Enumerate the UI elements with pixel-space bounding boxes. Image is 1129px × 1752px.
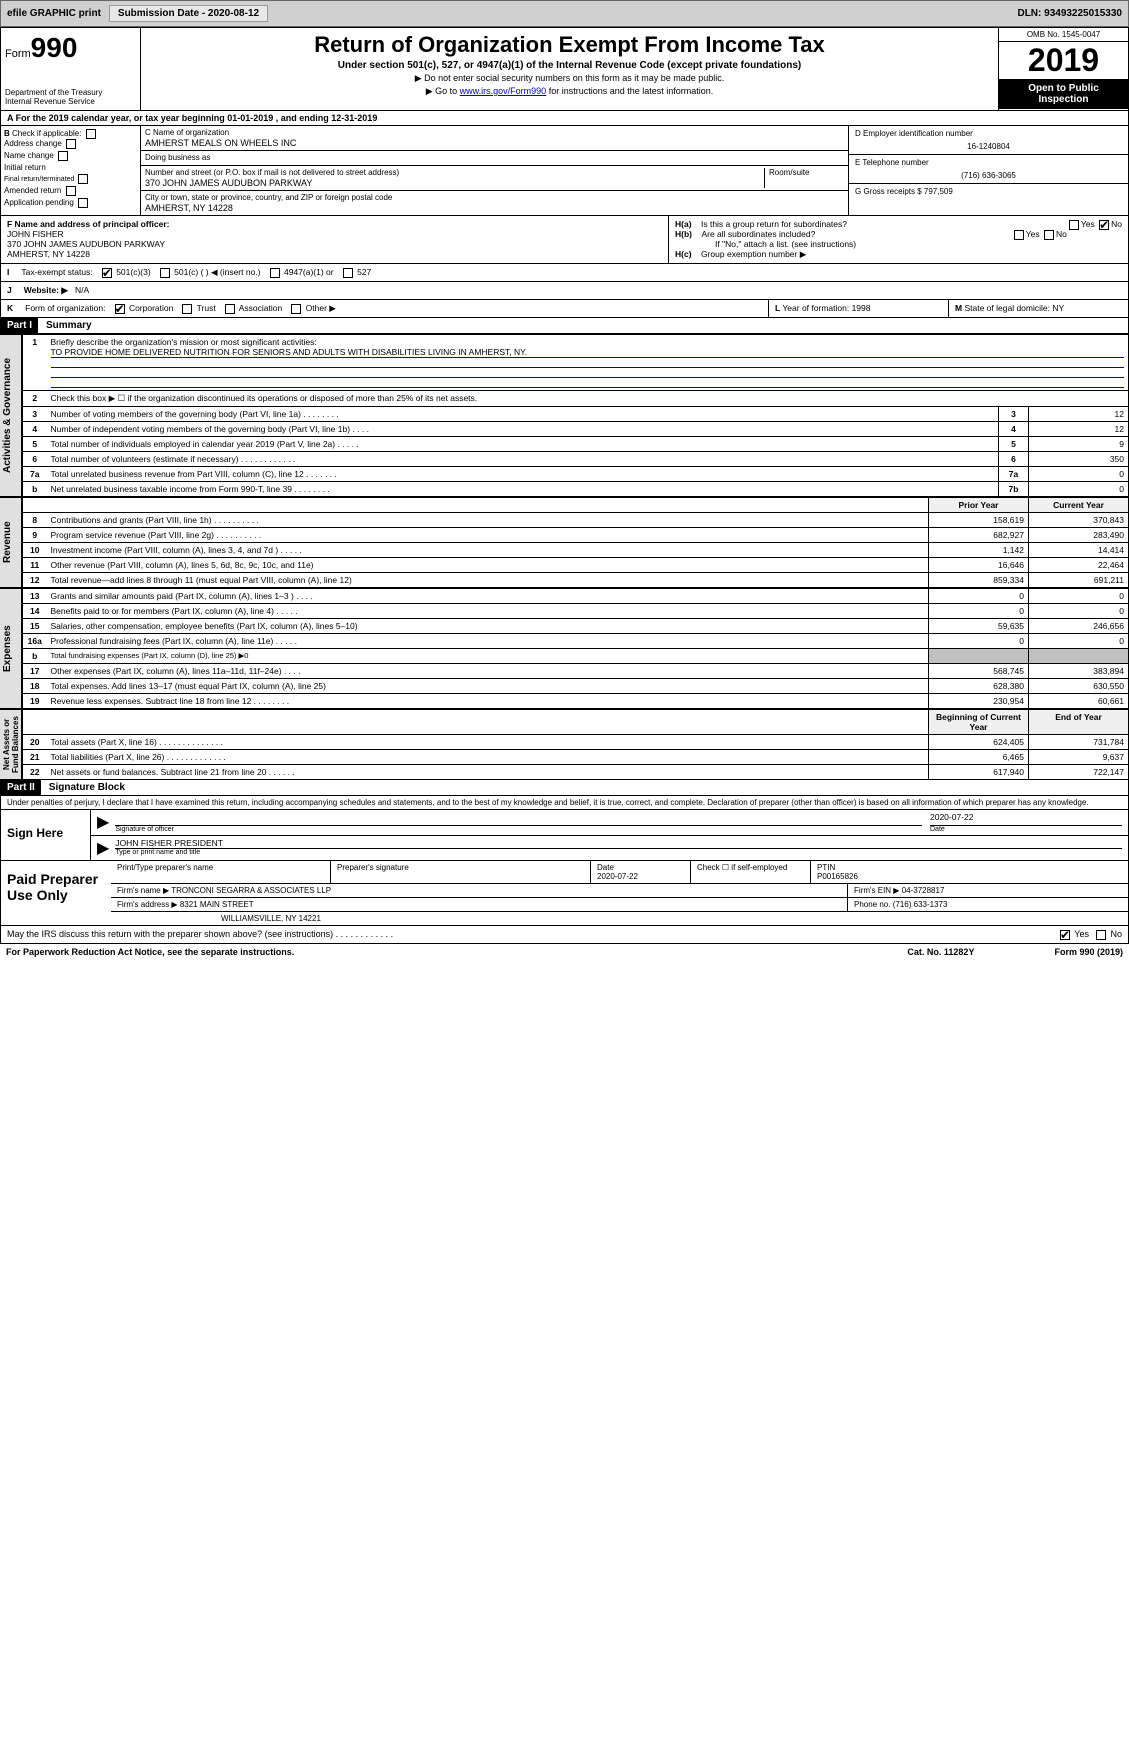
table-row: 15Salaries, other compensation, employee… [23, 619, 1129, 634]
open-public: Open to Public Inspection [999, 79, 1128, 109]
efile-header: efile GRAPHIC print Submission Date - 20… [0, 0, 1129, 27]
form-subtitle: Under section 501(c), 527, or 4947(a)(1)… [145, 60, 994, 71]
table-row: 8Contributions and grants (Part VIII, li… [23, 513, 1129, 528]
section-b: B Check if applicable: Address change Na… [1, 126, 141, 215]
table-row: 12Total revenue—add lines 8 through 11 (… [23, 573, 1129, 588]
table-row: 16aProfessional fundraising fees (Part I… [23, 634, 1129, 649]
table-row: 14Benefits paid to or for members (Part … [23, 604, 1129, 619]
initial-return: Initial return [4, 163, 137, 172]
summary-row: 4Number of independent voting members of… [23, 422, 1129, 437]
addr-change: Address change [4, 139, 137, 149]
firm-addr2: WILLIAMSVILLE, NY 14221 [111, 912, 1128, 925]
officer-addr: 370 JOHN JAMES AUDUBON PARKWAY AMHERST, … [7, 239, 662, 259]
table-row: 22Net assets or fund balances. Subtract … [23, 765, 1129, 780]
signer-name: JOHN FISHER PRESIDENT [115, 838, 1122, 849]
org-name: AMHERST MEALS ON WHEELS INC [145, 138, 844, 148]
firm-name: TRONCONI SEGARRA & ASSOCIATES LLP [171, 886, 331, 895]
section-c: C Name of organization AMHERST MEALS ON … [141, 126, 848, 215]
website: N/A [75, 285, 89, 295]
ptin: P00165826 [817, 872, 1122, 881]
summary-row: 6Total number of volunteers (estimate if… [23, 452, 1129, 467]
table-row: 18Total expenses. Add lines 13–17 (must … [23, 679, 1129, 694]
header-grid: B Check if applicable: Address change Na… [0, 126, 1129, 216]
omb-number: OMB No. 1545-0047 [999, 28, 1128, 42]
officer-name: JOHN FISHER [7, 229, 662, 239]
summary-row: 3Number of voting members of the governi… [23, 407, 1129, 422]
form-note1: ▶ Do not enter social security numbers o… [145, 73, 994, 84]
revenue-section: Revenue Prior YearCurrent Year 8Contribu… [0, 497, 1129, 588]
table-row: 10Investment income (Part VIII, column (… [23, 543, 1129, 558]
section-i: I Tax-exempt status: 501(c)(3) 501(c) ( … [0, 264, 1129, 282]
street-addr: 370 JOHN JAMES AUDUBON PARKWAY [145, 178, 764, 188]
calendar-year-row: A For the 2019 calendar year, or tax yea… [0, 111, 1129, 126]
revenue-label: Revenue [0, 497, 22, 588]
summary-row: bNet unrelated business taxable income f… [23, 482, 1129, 497]
form-note2: ▶ Go to www.irs.gov/Form990 for instruct… [145, 86, 994, 97]
table-row: 9Program service revenue (Part VIII, lin… [23, 528, 1129, 543]
arrow-icon: ▶ [97, 812, 109, 833]
table-row: 20Total assets (Part X, line 16) . . . .… [23, 735, 1129, 750]
netassets-label: Net Assets or Fund Balances [0, 709, 22, 780]
form-number: Form990 [5, 32, 136, 64]
expenses-section: Expenses 13Grants and similar amounts pa… [0, 588, 1129, 709]
form-title: Return of Organization Exempt From Incom… [145, 32, 994, 58]
table-row: 21Total liabilities (Part X, line 26) . … [23, 750, 1129, 765]
section-f-h: F Name and address of principal officer:… [0, 216, 1129, 264]
table-row: 13Grants and similar amounts paid (Part … [23, 589, 1129, 604]
tax-year: 2019 [999, 42, 1128, 79]
section-j: J Website: ▶ N/A [0, 282, 1129, 300]
section-d-e-g: D Employer identification number 16-1240… [848, 126, 1128, 215]
amended: Amended return [4, 186, 137, 196]
efile-label: efile GRAPHIC print [7, 8, 101, 19]
governance-label: Activities & Governance [0, 334, 22, 497]
sign-date: 2020-07-22 [930, 812, 1122, 826]
section-k-l-m: K Form of organization: Corporation Trus… [0, 300, 1129, 318]
arrow-icon: ▶ [97, 838, 109, 858]
table-row: 11Other revenue (Part VIII, column (A), … [23, 558, 1129, 573]
firm-phone: (716) 633-1373 [893, 900, 948, 909]
governance-section: Activities & Governance 1 Briefly descri… [0, 334, 1129, 497]
summary-row: 5Total number of individuals employed in… [23, 437, 1129, 452]
netassets-section: Net Assets or Fund Balances Beginning of… [0, 709, 1129, 780]
preparer-section: Paid Preparer Use Only Print/Type prepar… [0, 861, 1129, 926]
part2-header: Part II Signature Block [0, 780, 1129, 796]
table-row: bTotal fundraising expenses (Part IX, co… [23, 649, 1129, 664]
dln: DLN: 93493225015330 [1017, 8, 1122, 19]
mission: TO PROVIDE HOME DELIVERED NUTRITION FOR … [51, 347, 1125, 358]
gross-receipts: G Gross receipts $ 797,509 [855, 187, 1122, 196]
name-change: Name change [4, 151, 137, 161]
table-row: 19Revenue less expenses. Subtract line 1… [23, 694, 1129, 709]
perjury-statement: Under penalties of perjury, I declare th… [0, 796, 1129, 810]
firm-ein: 04-3728817 [902, 886, 945, 895]
phone: (716) 636-3065 [855, 171, 1122, 180]
irs-link[interactable]: www.irs.gov/Form990 [460, 86, 547, 96]
part1-header: Part I Summary [0, 318, 1129, 334]
table-row: 17Other expenses (Part IX, column (A), l… [23, 664, 1129, 679]
ein: 16-1240804 [855, 142, 1122, 151]
expenses-label: Expenses [0, 588, 22, 709]
submission-date: Submission Date - 2020-08-12 [109, 5, 268, 22]
form-header: Form990 Department of the Treasury Inter… [0, 27, 1129, 111]
summary-row: 7aTotal unrelated business revenue from … [23, 467, 1129, 482]
sign-section: Sign Here ▶ Signature of officer 2020-07… [0, 810, 1129, 861]
page-footer: For Paperwork Reduction Act Notice, see … [0, 944, 1129, 960]
app-pending: Application pending [4, 198, 137, 208]
dept-treasury: Department of the Treasury Internal Reve… [5, 88, 136, 106]
firm-addr: 8321 MAIN STREET [180, 900, 254, 909]
final-return: Final return/terminated [4, 174, 137, 184]
discuss-row: May the IRS discuss this return with the… [0, 926, 1129, 944]
city-state: AMHERST, NY 14228 [145, 203, 844, 213]
